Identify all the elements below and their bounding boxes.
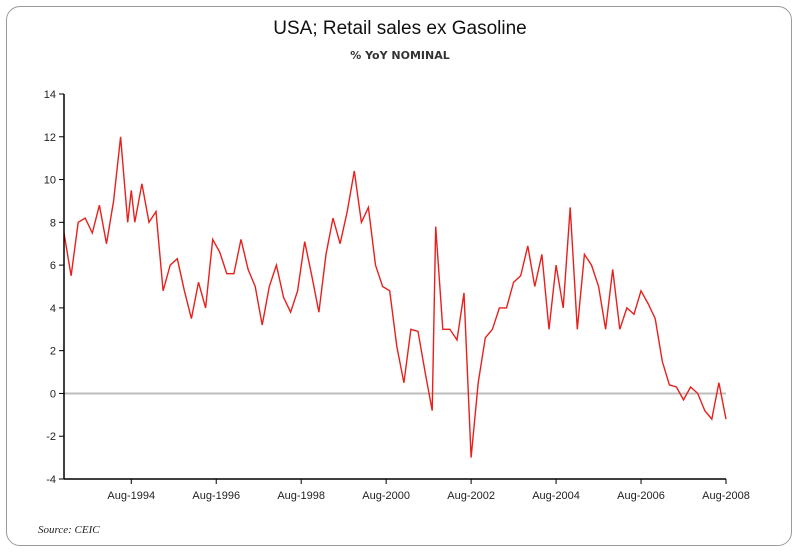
x-tick-label: Aug-1994 bbox=[107, 490, 155, 502]
y-tick-label: 0 bbox=[50, 388, 56, 400]
series-line-retail-sales-ex-gasoline bbox=[63, 136, 727, 458]
chart-title: USA; Retail sales ex Gasoline bbox=[273, 18, 527, 39]
x-tick-label: Aug-2004 bbox=[532, 490, 580, 502]
source-note: Source: CEIC bbox=[38, 524, 100, 536]
chart-frame bbox=[6, 6, 792, 546]
y-tick-label: -4 bbox=[46, 474, 56, 486]
y-tick-label: 14 bbox=[44, 89, 56, 101]
y-tick-label: 6 bbox=[50, 260, 56, 272]
y-tick-label: 12 bbox=[44, 132, 56, 144]
x-tick-label: Aug-2008 bbox=[702, 490, 750, 502]
y-tick-label: 4 bbox=[50, 303, 56, 315]
x-tick-label: Aug-2002 bbox=[447, 490, 495, 502]
y-tick-label: -2 bbox=[46, 431, 56, 443]
x-tick-label: Aug-2000 bbox=[362, 490, 410, 502]
chart-subtitle: % YoY NOMINAL bbox=[350, 49, 450, 62]
y-tick-label: 2 bbox=[50, 346, 56, 358]
x-axis: Aug-1994 Aug-1996 Aug-1998 Aug-2000 Aug-2002… bbox=[107, 479, 750, 502]
y-tick-label: 8 bbox=[50, 217, 56, 229]
x-tick-label: Aug-2006 bbox=[617, 490, 665, 502]
y-axis: 14 12 10 8 6 4 2 0 -2 -4 bbox=[44, 89, 64, 486]
x-tick-label: Aug-1996 bbox=[192, 490, 240, 502]
y-tick-label: 10 bbox=[44, 175, 56, 187]
x-tick-label: Aug-1998 bbox=[277, 490, 325, 502]
